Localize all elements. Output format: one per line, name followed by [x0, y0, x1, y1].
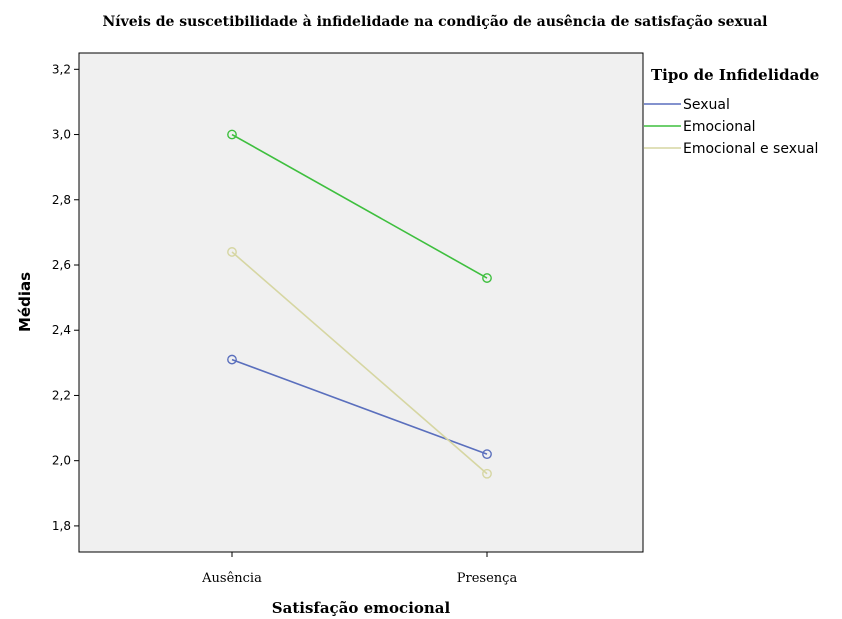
series-emocional — [227, 129, 492, 283]
legend-title: Tipo de Infidelidade — [651, 66, 819, 84]
series-line — [231, 133, 488, 279]
legend-items: Sexual Emocional Emocional e sexual — [644, 97, 818, 157]
y-tick-label: 2,6 — [52, 258, 71, 272]
y-tick-label: 2,8 — [52, 193, 71, 207]
y-axis: 1,8 2,0 2,2 2,4 2,6 2,8 3,0 3,2 — [52, 62, 79, 533]
legend-label: Emocional e sexual — [683, 141, 818, 157]
data-point — [482, 449, 492, 460]
y-tick-label: 2,2 — [52, 388, 71, 402]
legend-label: Sexual — [683, 97, 730, 113]
series-emocional-e-sexual — [227, 247, 492, 479]
legend-item: Emocional — [644, 119, 756, 135]
series-line — [231, 251, 488, 475]
legend-label: Emocional — [683, 119, 756, 135]
y-tick-label: 2,0 — [52, 454, 71, 468]
data-point — [482, 468, 492, 479]
data-point — [227, 247, 237, 257]
series-sexual — [227, 354, 492, 460]
data-point — [482, 273, 492, 283]
legend-item: Sexual — [644, 97, 730, 113]
y-axis-label: Médias — [16, 272, 34, 332]
series-line — [231, 358, 488, 455]
y-tick-label: 1,8 — [52, 519, 71, 533]
y-tick-label: 3,2 — [52, 62, 71, 76]
data-point — [227, 354, 237, 365]
x-axis-label: Satisfação emocional — [272, 599, 451, 617]
y-tick-label: 3,0 — [52, 128, 71, 142]
plot-area — [78, 52, 644, 553]
legend-item: Emocional e sexual — [644, 141, 818, 157]
y-tick-label: 2,4 — [52, 323, 71, 337]
data-point — [227, 129, 237, 140]
x-tick-label: Ausência — [201, 571, 262, 586]
series-layer — [227, 129, 492, 479]
x-tick-label: Presença — [457, 571, 518, 586]
legend: Tipo de Infidelidade Sexual Emocional Emoc… — [644, 66, 819, 157]
x-axis: Ausência Presença — [201, 552, 517, 586]
chart-title: Níveis de suscetibilidade à infidelidade… — [103, 13, 768, 30]
